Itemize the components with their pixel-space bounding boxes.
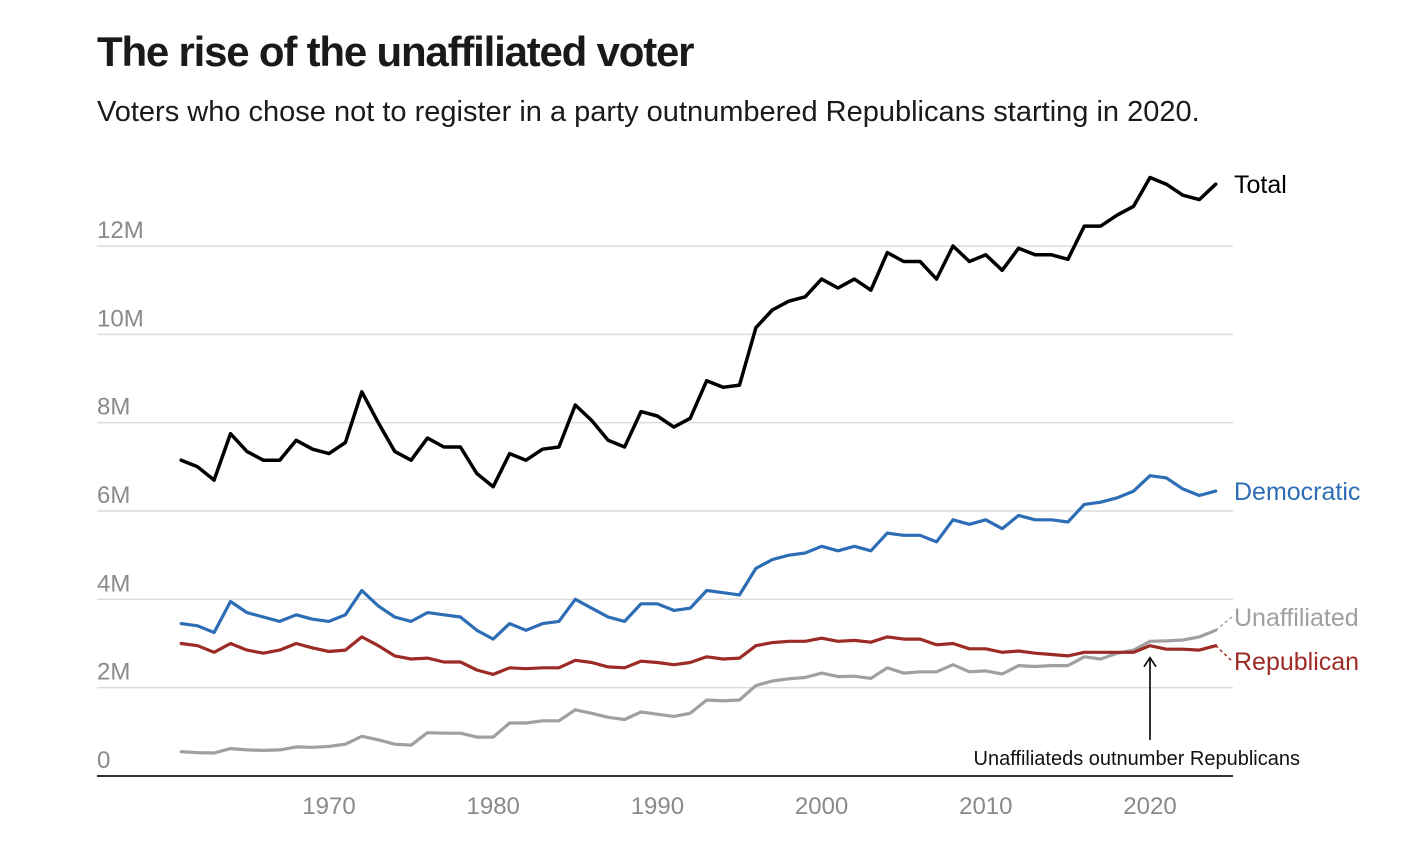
chart-subtitle: Voters who chose not to register in a pa…: [97, 96, 1200, 128]
y-tick-label: 6M: [97, 482, 130, 509]
y-tick-label: 4M: [97, 570, 130, 597]
x-tick-label: 1970: [302, 793, 355, 820]
series-line-unaffiliated: [179, 628, 1218, 755]
x-tick-label: 2020: [1123, 793, 1176, 820]
annotation-label: Unaffiliateds outnumber Republicans: [974, 748, 1301, 770]
series-line-total: [179, 175, 1218, 489]
chart-title: The rise of the unaffiliated voter: [97, 28, 694, 75]
y-tick-label: 0: [97, 747, 110, 774]
series-label-democratic: Democratic: [1234, 478, 1360, 506]
series-line-republican: [179, 635, 1218, 677]
x-tick-label: 2010: [959, 793, 1012, 820]
annotation-arrow-head: [1143, 656, 1157, 668]
x-tick-label: 1990: [631, 793, 684, 820]
y-tick-label: 8M: [97, 394, 130, 421]
y-tick-label: 10M: [97, 305, 144, 332]
series-line-democratic: [179, 474, 1218, 641]
y-tick-label: 12M: [97, 217, 144, 244]
series-label-unaffiliated: Unaffiliated: [1234, 604, 1359, 632]
x-tick-label: 2000: [795, 793, 848, 820]
series-label-connector: [1215, 616, 1233, 631]
series-label-republican: Republican: [1234, 648, 1359, 676]
series-label-total: Total: [1234, 171, 1287, 199]
series-label-connector: [1215, 645, 1233, 662]
y-tick-label: 2M: [97, 659, 130, 686]
x-tick-label: 1980: [467, 793, 520, 820]
